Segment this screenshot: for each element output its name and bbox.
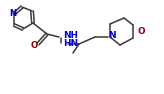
- Text: HN: HN: [63, 39, 78, 49]
- Text: O: O: [137, 28, 145, 36]
- Text: N: N: [108, 31, 116, 41]
- Text: NH: NH: [63, 31, 78, 41]
- Text: O: O: [30, 41, 38, 50]
- Text: N: N: [10, 8, 17, 17]
